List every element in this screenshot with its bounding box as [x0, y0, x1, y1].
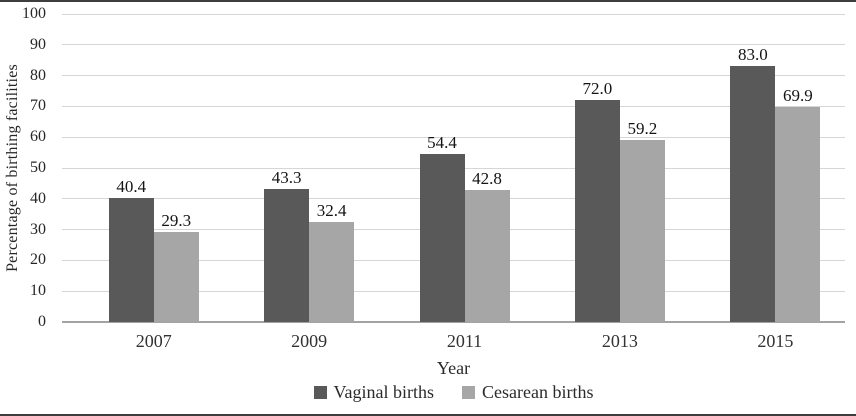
y-tick-label: 100 — [22, 5, 46, 22]
bar-group: 54.4 42.8 — [387, 14, 542, 322]
bar: 29.3 — [153, 211, 199, 322]
bar-group: 43.3 32.4 — [231, 14, 386, 322]
y-tick-label: 20 — [30, 251, 46, 269]
y-tick-label: 50 — [30, 159, 46, 176]
bar-value-label: 42.8 — [472, 169, 502, 189]
x-tick-label: 2007 — [135, 331, 172, 351]
bar-value-label: 32.4 — [316, 201, 347, 221]
y-tick-label: 80 — [30, 66, 46, 84]
bar: 42.8 — [464, 169, 510, 322]
x-axis-title: Year — [436, 358, 471, 378]
bar-value-label: 40.4 — [116, 176, 147, 196]
y-tick-label: 10 — [30, 282, 46, 300]
x-tick-label: 2013 — [601, 331, 638, 351]
bar-groups: 40.4 29.3 43.3 32.4 54.4 42.8 72.0 59.2 83.0 69.9 — [76, 14, 853, 322]
y-tick-label: 90 — [30, 35, 46, 53]
bar: 40.4 — [108, 177, 154, 322]
legend-label: Cesarean births — [482, 382, 594, 402]
bar-value-label: 69.9 — [782, 85, 813, 105]
legend-label: Vaginal births — [333, 382, 435, 402]
bar: 83.0 — [730, 45, 776, 322]
bar: 69.9 — [775, 86, 821, 322]
bar: 43.3 — [264, 168, 310, 322]
bar: 59.2 — [619, 119, 665, 322]
y-tick-label: 70 — [30, 97, 46, 115]
gridline — [62, 75, 845, 77]
bar-group: 40.4 29.3 — [76, 14, 231, 322]
legend: Vaginal births Cesarean births — [62, 382, 845, 403]
figure-bottom-border — [0, 414, 856, 416]
figure-top-border — [0, 0, 856, 2]
bar-value-label: 29.3 — [161, 210, 192, 230]
axis-baseline — [62, 321, 845, 323]
x-tick-label: 2015 — [757, 331, 794, 351]
bar-value-label: 72.0 — [582, 79, 613, 99]
y-axis-tick-labels: 0 10 20 30 40 50 60 70 80 90 100 — [0, 5, 52, 330]
x-axis-tick-labels: 2007 2009 2011 2013 2015 — [76, 331, 853, 352]
bar-value-label: 54.4 — [427, 133, 457, 153]
bar: 54.4 — [419, 133, 465, 322]
legend-swatch-icon — [462, 386, 476, 399]
y-tick-label: 40 — [30, 189, 46, 207]
y-tick-label: 0 — [38, 313, 46, 330]
bar-group: 72.0 59.2 — [542, 14, 697, 322]
legend-swatch-icon — [313, 386, 327, 399]
x-tick-label: 2011 — [446, 331, 483, 351]
gridline — [62, 136, 845, 138]
y-tick-label: 30 — [30, 220, 46, 238]
x-tick-label: 2009 — [291, 331, 328, 351]
gridline — [62, 105, 845, 107]
bar-group: 83.0 69.9 — [698, 14, 853, 322]
gridline — [62, 13, 845, 15]
bar-value-label: 43.3 — [271, 167, 302, 187]
y-tick-label: 60 — [30, 128, 46, 146]
legend-item: Cesarean births — [462, 382, 593, 403]
gridline — [62, 44, 845, 46]
bar-value-label: 83.0 — [737, 45, 768, 65]
legend-item: Vaginal births — [313, 382, 435, 403]
bar: 72.0 — [574, 79, 620, 322]
bar: 32.4 — [309, 201, 355, 322]
plot-area: 40.4 29.3 43.3 32.4 54.4 42.8 72.0 59.2 83.0 69.9 — [62, 13, 845, 323]
bar-value-label: 59.2 — [627, 118, 658, 138]
